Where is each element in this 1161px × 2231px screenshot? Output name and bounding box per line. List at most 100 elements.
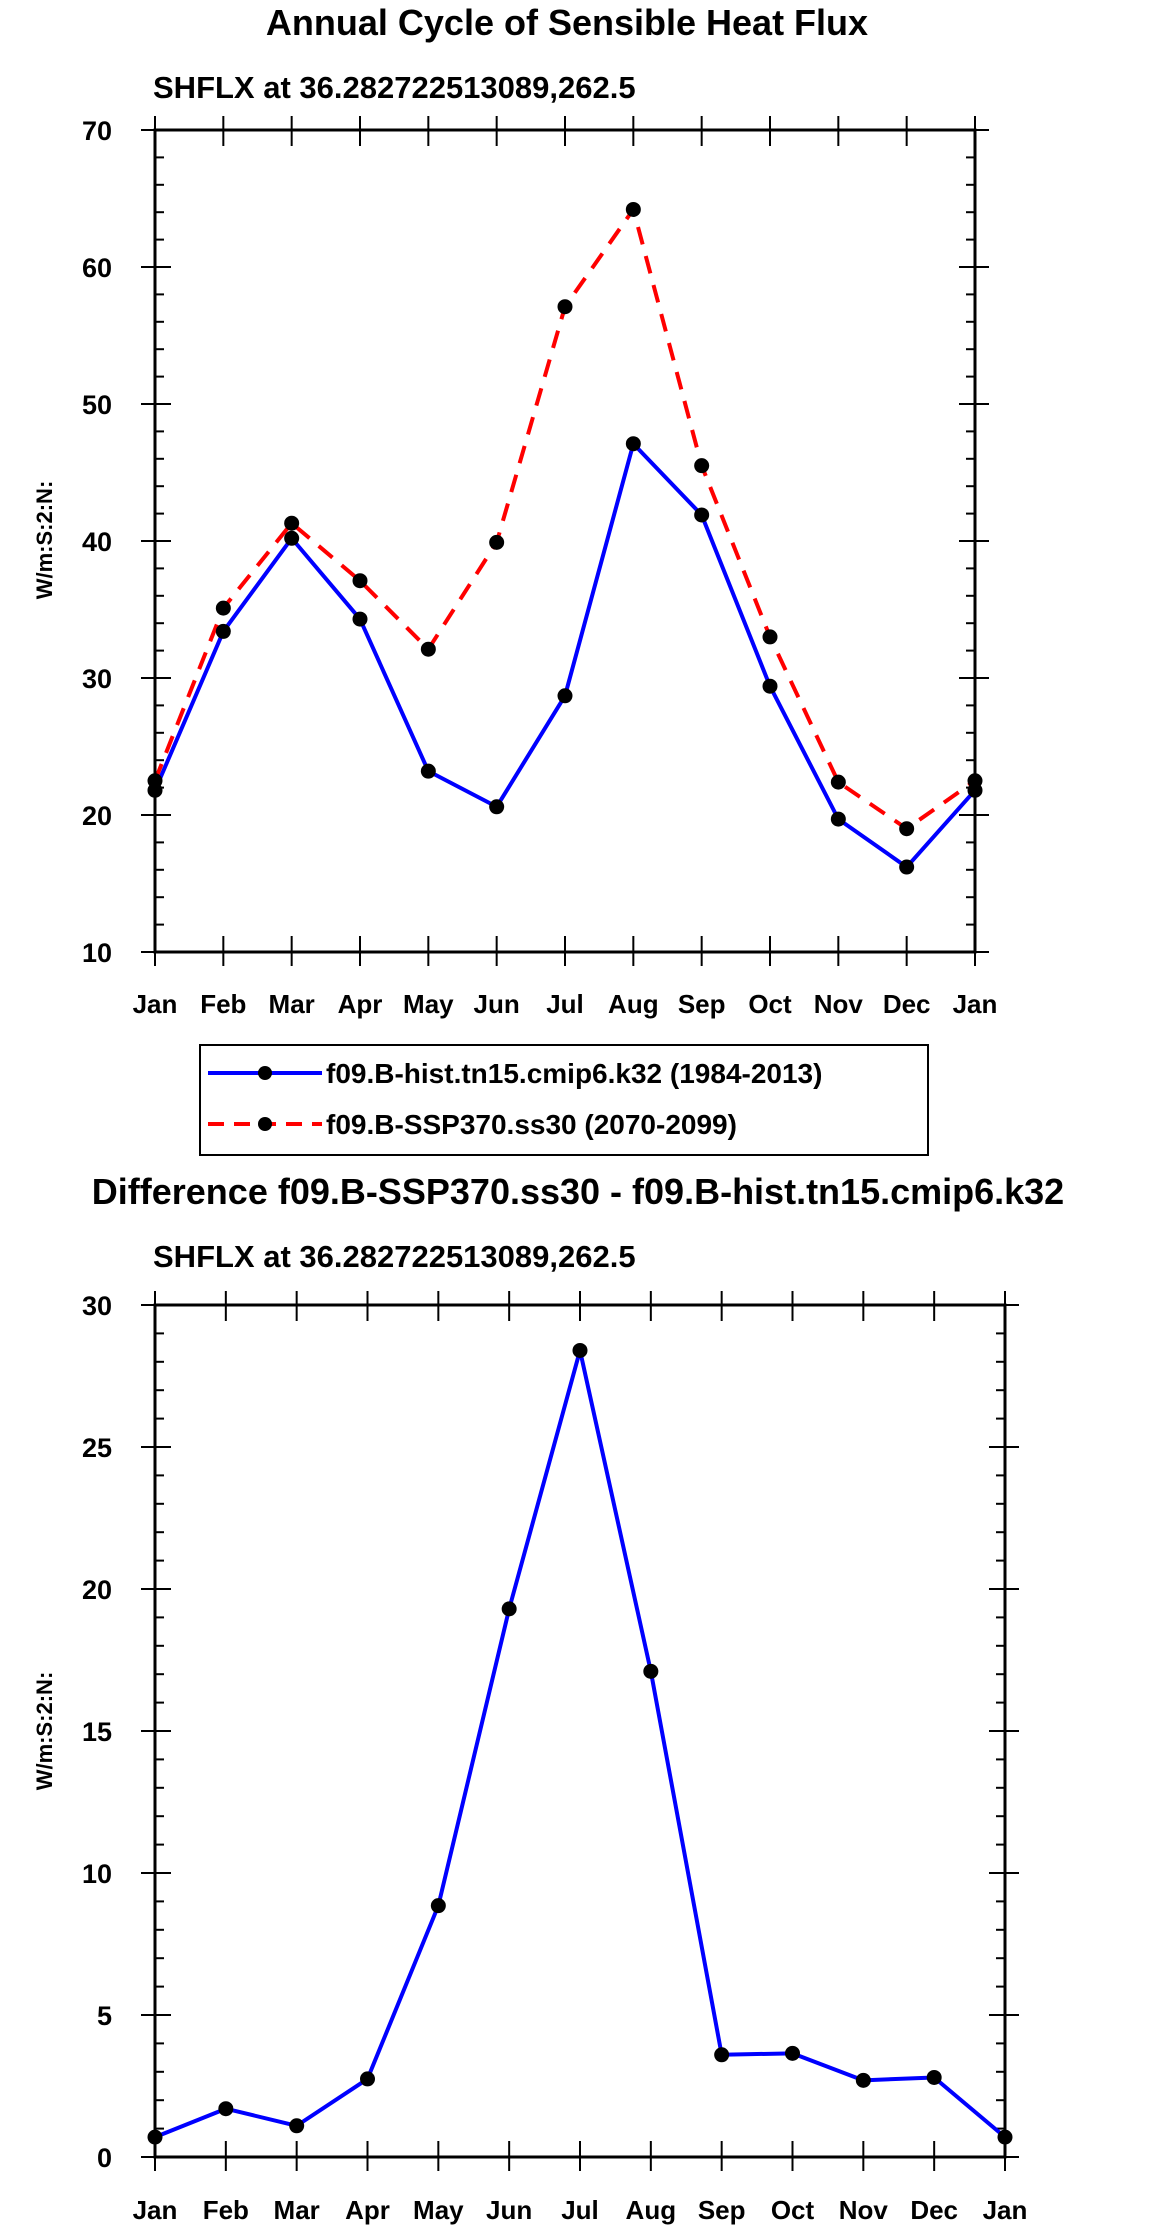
chart-bottom-title: Difference f09.B-SSP370.ss30 - f09.B-his… [92, 1171, 1064, 1212]
series-line-a [153, 441, 977, 870]
data-point [899, 821, 915, 837]
chart-top-xticklabels: Jan Feb Mar Apr May Jun Jul Aug Sep Oct … [133, 989, 998, 1019]
xtick-label: Jan [133, 2195, 178, 2225]
xtick-label: Feb [200, 989, 246, 1019]
ytick-label: 20 [82, 801, 112, 831]
xtick-label: Sep [678, 989, 726, 1019]
chart-top-plot-frame [153, 128, 977, 954]
data-point [714, 2047, 730, 2063]
data-point [572, 1342, 588, 1358]
chart-top: Annual Cycle of Sensible Heat Flux SHFLX… [32, 2, 998, 1156]
chart-bottom-ylabel: W/m:S:2:N: [32, 1672, 57, 1791]
ytick-label: 10 [82, 1859, 112, 1889]
chart-bottom-plot-frame [153, 1303, 1007, 2159]
chart-top-legend: f09.B-hist.tn15.cmip6.k32 (1984-2013) f0… [199, 1044, 929, 1156]
data-point [352, 611, 368, 627]
data-point [762, 678, 778, 694]
data-point [557, 299, 573, 315]
chart-top-ticks [141, 116, 989, 966]
data-point [855, 2072, 871, 2088]
data-point [489, 534, 505, 550]
ytick-label: 0 [97, 2143, 112, 2173]
xtick-label: Apr [345, 2195, 390, 2225]
data-point [360, 2071, 375, 2087]
legend-label-hist: f09.B-hist.tn15.cmip6.k32 (1984-2013) [326, 1058, 822, 1089]
legend-marker-hist [258, 1066, 272, 1080]
xtick-label: May [403, 989, 454, 1019]
chart-bottom-ticks [141, 1291, 1019, 2171]
xtick-label: Jul [546, 989, 584, 1019]
data-point [352, 573, 368, 589]
ytick-label: 25 [82, 1433, 112, 1463]
xtick-label: Mar [269, 989, 315, 1019]
legend-label-ssp: f09.B-SSP370.ss30 (2070-2099) [326, 1109, 737, 1140]
data-point [420, 763, 436, 779]
xtick-label: Oct [748, 989, 792, 1019]
xtick-label: Jul [561, 2195, 599, 2225]
data-point [643, 1663, 659, 1679]
ytick-label: 15 [82, 1717, 112, 1747]
xtick-label: Nov [839, 2195, 889, 2225]
series-line-a [154, 1348, 1007, 2139]
chart-top-ylabel: W/m:S:2:N: [32, 481, 57, 600]
data-point [489, 799, 505, 815]
data-point [420, 641, 436, 657]
xtick-label: Apr [338, 989, 383, 1019]
chart-top-yticklabels: 10 20 30 40 50 60 70 [82, 116, 112, 968]
data-point [899, 859, 915, 875]
ytick-label: 5 [97, 2001, 112, 2031]
ytick-label: 20 [82, 1575, 112, 1605]
data-point [830, 774, 846, 790]
data-point [830, 811, 846, 827]
chart-top-series [147, 201, 983, 875]
chart-bottom-subtitle: SHFLX at 36.282722513089,262.5 [153, 1239, 636, 1274]
data-point [289, 2118, 305, 2134]
data-point [557, 688, 573, 704]
ytick-label: 30 [82, 1291, 112, 1321]
data-point [284, 530, 300, 546]
xtick-label: May [413, 2195, 464, 2225]
chart-top-subtitle: SHFLX at 36.282722513089,262.5 [153, 70, 636, 105]
xtick-label: Jun [486, 2195, 532, 2225]
xtick-label: Jan [133, 989, 178, 1019]
ytick-label: 30 [82, 664, 112, 694]
data-point [215, 600, 231, 616]
chart-bottom: Difference f09.B-SSP370.ss30 - f09.B-his… [32, 1171, 1064, 2225]
xtick-label: Jan [983, 2195, 1028, 2225]
data-point [694, 458, 710, 474]
data-point [501, 1601, 517, 1617]
legend-marker-ssp [258, 1117, 272, 1131]
chart-bottom-yticklabels: 0 5 10 15 20 25 30 [82, 1291, 112, 2173]
data-point [430, 1898, 446, 1914]
xtick-label: Oct [771, 2195, 815, 2225]
xtick-label: Mar [274, 2195, 320, 2225]
data-point [694, 507, 710, 523]
ytick-label: 10 [82, 938, 112, 968]
data-point [785, 2045, 800, 2061]
xtick-label: Dec [883, 989, 931, 1019]
ytick-label: 40 [82, 527, 112, 557]
xtick-label: Sep [698, 2195, 746, 2225]
xtick-label: Nov [814, 989, 864, 1019]
chart-bottom-xticklabels: Jan Feb Mar Apr May Jun Jul Aug Sep Oct … [133, 2195, 1028, 2225]
legend-box [199, 1044, 929, 1156]
chart-bottom-series [147, 1342, 1013, 2145]
xtick-label: Aug [626, 2195, 677, 2225]
data-point [625, 436, 641, 452]
data-point [625, 201, 641, 217]
chart-top-title: Annual Cycle of Sensible Heat Flux [266, 2, 868, 43]
ytick-label: 70 [82, 116, 112, 146]
data-point [284, 515, 300, 531]
data-point [926, 2069, 942, 2085]
data-point [215, 623, 231, 639]
ytick-label: 50 [82, 390, 112, 420]
data-point [762, 629, 778, 645]
xtick-label: Jun [474, 989, 520, 1019]
xtick-label: Dec [910, 2195, 958, 2225]
data-point [218, 2101, 234, 2117]
xtick-label: Aug [608, 989, 659, 1019]
xtick-label: Jan [953, 989, 998, 1019]
xtick-label: Feb [203, 2195, 249, 2225]
ytick-label: 60 [82, 253, 112, 283]
